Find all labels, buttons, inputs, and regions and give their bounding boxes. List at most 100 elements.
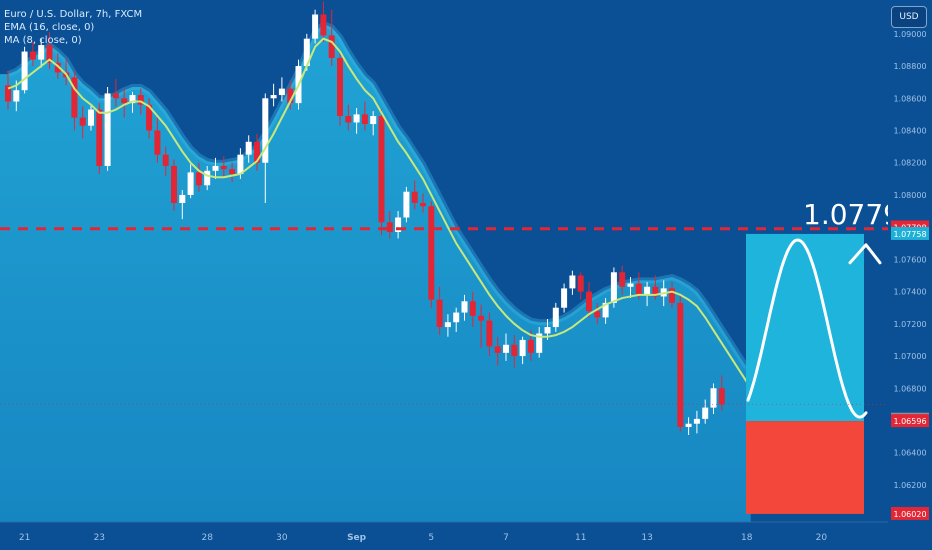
candle-body (428, 206, 435, 300)
candle-body (88, 109, 94, 126)
candle-body (527, 339, 534, 353)
candle-body (619, 272, 626, 287)
candle-body (378, 116, 385, 223)
ema-line (7, 37, 748, 383)
time-tick-label: 7 (503, 533, 509, 543)
candle-body (345, 116, 352, 123)
candle-body (270, 95, 277, 99)
candle-body (195, 172, 202, 186)
candle-body (702, 407, 709, 419)
candle-body (287, 88, 294, 104)
price-axis[interactable] (888, 0, 932, 522)
price-tick-label: 1.08400 (893, 127, 926, 136)
price-tick-label: 1.07400 (893, 288, 926, 297)
price-tick-label: 1.06400 (893, 449, 926, 458)
candle-body (403, 191, 410, 218)
candle-body (586, 291, 592, 311)
candle-body (710, 388, 717, 408)
candle-body (337, 58, 343, 116)
candle-body (179, 194, 186, 203)
stop-zone (746, 421, 864, 514)
currency-button[interactable]: USD (891, 6, 927, 28)
candle-body (677, 302, 684, 427)
time-tick-label: 21 (19, 533, 30, 543)
target-price-label: 1.0779 (803, 198, 901, 231)
candle-body (121, 98, 128, 104)
price-badge-label: 1.06596 (893, 417, 926, 426)
time-axis-ticks: 21 23 28 30 Sep 5 7 11 13 18 20 (19, 533, 828, 543)
price-tick-label: 1.06200 (893, 481, 926, 490)
candle-body (320, 14, 327, 36)
legend-ma[interactable]: MA (8, close, 0) (4, 35, 82, 46)
candle-body (212, 165, 219, 171)
candle-body (71, 77, 78, 118)
candle-body (420, 203, 426, 207)
price-badge (891, 506, 929, 520)
price-tick-label: 1.08600 (893, 94, 926, 103)
candle-body (627, 283, 634, 287)
candle-body (693, 418, 700, 424)
candle-body (519, 339, 526, 357)
time-tick-label: 11 (575, 533, 586, 543)
time-tick-label: 5 (428, 533, 434, 543)
candle-body (669, 288, 675, 303)
candle-body (511, 344, 518, 357)
candle-body (112, 93, 119, 99)
time-tick-label: 18 (741, 533, 753, 543)
candle-body (137, 95, 144, 105)
time-tick-label: Sep (347, 533, 367, 543)
legend-symbol[interactable]: Euro / U.S. Dollar, 7h, FXCM (4, 9, 143, 20)
candle-body (162, 154, 169, 166)
candle-body (494, 346, 501, 353)
price-badge (891, 226, 929, 240)
candle-body (361, 114, 368, 125)
price-tick-label: 1.09000 (893, 30, 926, 39)
candle-body (436, 299, 443, 328)
candle-body (635, 283, 642, 295)
chart-legend: Euro / U.S. Dollar, 7h, FXCM EMA (16, cl… (4, 8, 142, 47)
candle-body (395, 217, 402, 232)
candle-body (353, 114, 360, 123)
candle-body (644, 286, 651, 295)
time-axis[interactable] (0, 522, 932, 550)
candle-body (54, 62, 61, 73)
price-badge-label: 1.06020 (893, 510, 926, 519)
candle-body (328, 35, 335, 58)
time-tick-label: 23 (94, 533, 105, 543)
candle-body (469, 301, 476, 316)
price-tick-label: 1.07000 (893, 352, 926, 361)
candle-body (254, 141, 260, 163)
price-tick-label: 1.07600 (893, 255, 926, 264)
candle-body (552, 307, 559, 328)
candle-body (561, 288, 568, 308)
candle-body (602, 302, 609, 318)
candle-body (486, 320, 493, 347)
candle-body (13, 90, 20, 102)
candle-body (478, 315, 485, 321)
candle-body (129, 95, 136, 104)
time-tick-label: 13 (641, 533, 652, 543)
candle-body (278, 88, 285, 96)
trend-band (0, 24, 751, 523)
candle-body (594, 310, 601, 318)
legend-ema[interactable]: EMA (16, close, 0) (4, 22, 95, 33)
candle-body (154, 130, 161, 155)
candle-body (29, 51, 36, 60)
projection-arrow-icon (848, 243, 882, 265)
price-badge-label: 1.07758 (893, 230, 926, 239)
candle-body (187, 172, 194, 195)
candle-body (685, 423, 692, 427)
candle-body (718, 388, 725, 405)
candle-body (303, 38, 310, 67)
candle-body (652, 286, 659, 297)
candle-body (370, 116, 377, 125)
candle-body (503, 344, 509, 353)
projection-curve (746, 238, 868, 419)
candle-body (453, 312, 460, 323)
candle-body (220, 165, 227, 170)
candle-body (245, 141, 252, 155)
candle-body (146, 104, 153, 131)
candle-body (577, 275, 584, 292)
